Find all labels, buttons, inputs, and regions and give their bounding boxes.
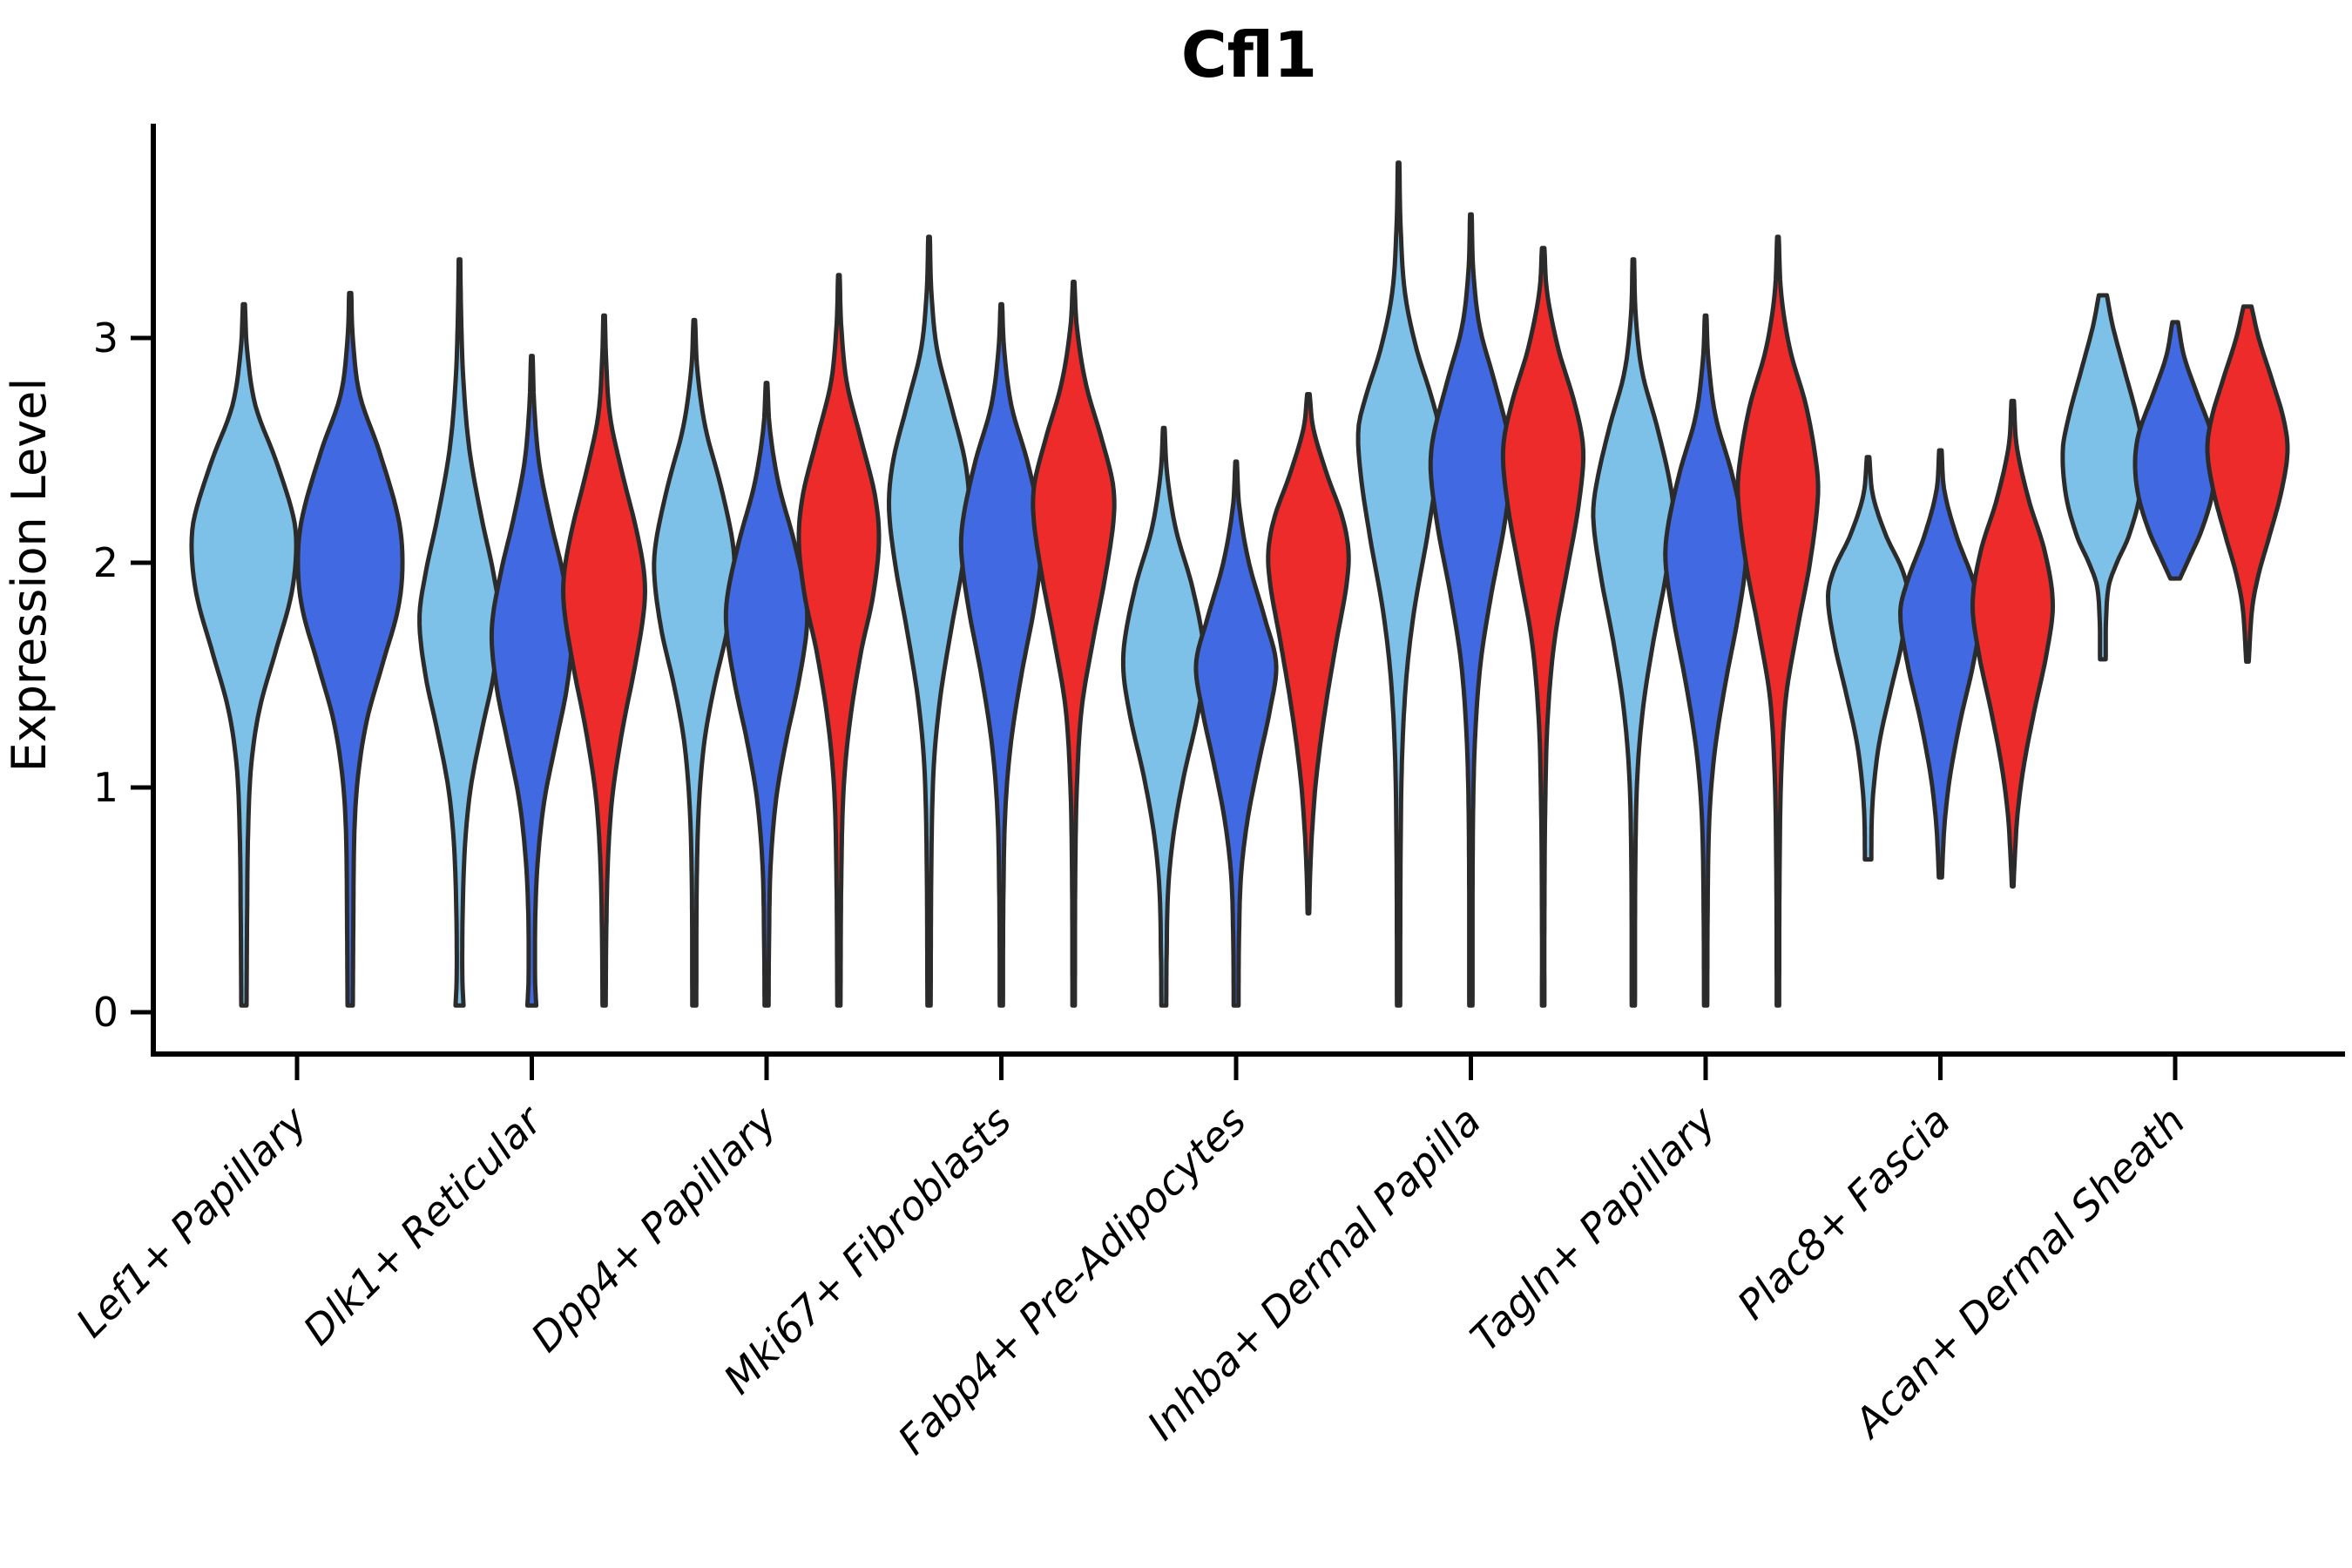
x-category-label: Plac8+ Fascia	[1728, 1098, 1959, 1328]
axes-layer	[151, 124, 2345, 1057]
violin-0-split-skyblue	[189, 301, 299, 1008]
violin-3-split-skyblue	[887, 234, 971, 1008]
y-axis-label: Expression Level	[2, 378, 57, 773]
y-axis-ticks: 0 1 2 3	[93, 314, 153, 1036]
violin-1-split-skyblue	[417, 257, 502, 1008]
violin-8-split-skyblue	[2060, 293, 2146, 662]
violin-1-split-red	[561, 313, 647, 1008]
y-tick-label: 0	[93, 989, 118, 1036]
chart-title: Cfl1	[1181, 18, 1317, 91]
y-tick-label: 3	[93, 314, 118, 362]
x-category-label: Dpp4+ Papillary	[522, 1097, 786, 1361]
violin-3-split-royalblue	[958, 301, 1044, 1008]
violin-4-split-royalblue	[1193, 459, 1279, 1008]
violin-5-split-royalblue	[1428, 212, 1514, 1008]
violin-1-split-royalblue	[489, 354, 575, 1008]
violin-8-split-red	[2205, 304, 2290, 664]
violin-5-split-red	[1500, 246, 1586, 1008]
violin-4-split-red	[1266, 392, 1351, 916]
x-category-label: Tagln+ Papillary	[1461, 1097, 1725, 1361]
violins-layer	[189, 160, 2290, 1008]
violin-2-split-red	[796, 273, 882, 1008]
violin-4-split-skyblue	[1120, 425, 1207, 1008]
violin-8-split-royalblue	[2132, 320, 2218, 581]
violin-7-split-skyblue	[1826, 455, 1910, 862]
y-tick-label: 2	[93, 539, 118, 586]
violin-5-split-skyblue	[1355, 160, 1442, 1008]
violin-6-split-royalblue	[1663, 313, 1748, 1008]
violin-2-split-skyblue	[652, 317, 737, 1008]
x-category-label: Lef1+ Papillary	[67, 1097, 316, 1346]
violin-7-split-red	[1970, 398, 2055, 889]
violin-7-split-royalblue	[1898, 448, 1983, 880]
x-category-label: Dlk1+ Reticular	[294, 1095, 553, 1354]
violin-6-split-skyblue	[1591, 257, 1676, 1008]
violin-6-split-red	[1735, 234, 1821, 1008]
violin-2-split-royalblue	[723, 381, 810, 1008]
y-tick-label: 1	[93, 764, 118, 811]
violin-3-split-red	[1031, 280, 1117, 1008]
violin-0-split-royalblue	[295, 290, 405, 1008]
